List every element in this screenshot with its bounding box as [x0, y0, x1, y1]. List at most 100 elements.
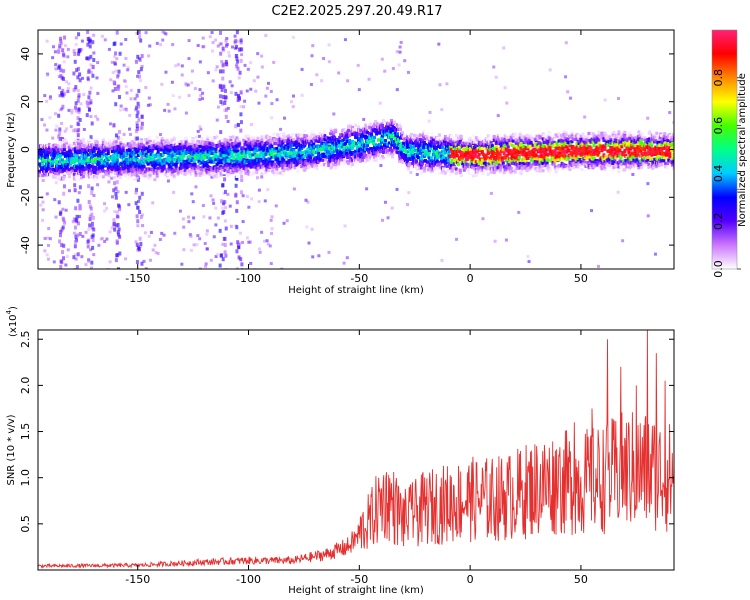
spectrogram-cell [248, 163, 252, 167]
spectrogram-cell [445, 164, 449, 168]
spectrogram-cell [42, 160, 46, 164]
spectrogram-cell [65, 255, 69, 259]
spectrogram-cell [367, 138, 371, 143]
spectrogram-cell [260, 140, 264, 144]
spectrogram-cell [75, 155, 79, 159]
spectrogram-cell [112, 188, 116, 193]
spectrogram-cell [320, 147, 324, 151]
spectrogram-cell [354, 123, 358, 127]
spectrogram-cell [219, 99, 223, 104]
spectrogram-cell [257, 200, 261, 204]
spectrogram-cell [214, 147, 218, 151]
spectrogram-cell [74, 108, 78, 113]
spectrogram-cell [292, 137, 296, 142]
spectrogram-cell [72, 175, 76, 180]
spectrogram-cell [379, 149, 383, 154]
spectrogram-cell [59, 73, 63, 78]
spectrogram-cell [112, 218, 116, 223]
spectrogram-cell [452, 145, 456, 149]
spectrogram-cell [318, 166, 322, 170]
spectrogram-cell [202, 153, 206, 158]
spectrogram-cell [239, 58, 243, 63]
spectrogram-cell [136, 163, 140, 167]
spectrogram-cell [155, 159, 159, 163]
spectrogram-cell [103, 173, 107, 177]
spectrogram-cell [235, 225, 239, 230]
spectrogram-cell [78, 147, 82, 151]
spectrogram-cell [148, 103, 152, 107]
spectrogram-cell [80, 147, 84, 152]
spectrogram-cell [141, 213, 145, 217]
spectrogram-cell [45, 128, 49, 132]
spectrogram-cell [170, 160, 174, 164]
spectrogram-cell [315, 139, 319, 143]
spectrogram-cell [474, 136, 478, 140]
spectrogram-cell [471, 158, 475, 162]
spectrogram-cell [82, 171, 86, 175]
spectrogram-cell [54, 159, 58, 163]
spectrogram-cell [137, 199, 141, 203]
spectrogram-cell [419, 166, 423, 170]
spectrogram-cell [285, 219, 289, 223]
spectrogram-cell [113, 181, 117, 186]
spectrogram-cell [273, 138, 277, 142]
spectrogram-cell [166, 151, 170, 155]
spectrogram-cell [421, 150, 425, 154]
spectrogram-cell [45, 39, 49, 43]
spectrogram-cell [298, 164, 302, 168]
spectrogram-cell [223, 189, 227, 194]
spectrogram-cell [171, 163, 175, 167]
spectrogram-cell [450, 169, 454, 173]
spectrogram-cell [326, 140, 330, 144]
spectrogram-cell [440, 258, 444, 262]
spectrogram-cell [143, 144, 147, 149]
spectrogram-cell [78, 203, 82, 207]
spectrogram-cell [64, 80, 68, 84]
spectrogram-cell [222, 150, 226, 154]
spectrogram-cell [141, 173, 145, 177]
spectrogram-cell [263, 239, 267, 243]
spectrogram-cell [159, 148, 163, 152]
spectrogram-cell [253, 152, 257, 156]
spectrogram-cell [62, 175, 66, 180]
spectrogram-cell [179, 162, 183, 166]
spectrogram-cell [564, 75, 568, 79]
spectrogram-cell [426, 131, 430, 135]
spectrogram-cell [153, 144, 157, 149]
spectrogram-cell [57, 176, 61, 180]
spectrogram-cell [59, 39, 63, 44]
spectrogram-cell [140, 143, 144, 147]
spectrogram-cell [235, 64, 239, 69]
spectrogram-cell [38, 148, 42, 152]
spectrogram-cell [119, 42, 123, 46]
spectrogram-cell [249, 87, 253, 91]
spectrogram-cell [183, 168, 187, 172]
spectrogram-cell [298, 148, 302, 152]
spectrogram-cell [377, 123, 381, 127]
spectrogram-cell [416, 156, 420, 160]
spectrogram-cell [92, 193, 96, 197]
spectrogram-cell [80, 39, 84, 43]
spectrogram-cell [138, 172, 142, 176]
spectrogram-cell [97, 147, 101, 151]
spectrogram-cell [255, 149, 259, 153]
spectrogram-cell [257, 160, 261, 164]
spectrogram-cell [438, 83, 442, 87]
spectrogram-cell [194, 171, 198, 175]
spectrogram-cell [415, 152, 419, 157]
spectrogram-cell [313, 133, 317, 137]
spectrogram-cell [67, 145, 71, 149]
spectrogram-cell [77, 127, 81, 132]
spectrogram-cell [198, 161, 202, 166]
spectrogram-cell [90, 190, 94, 195]
spectrogram-cell [243, 63, 247, 67]
spectrogram-cell [135, 113, 139, 118]
spectrogram-cell [221, 165, 225, 169]
spectrogram-cell [404, 157, 408, 161]
spectrogram-cell [66, 159, 70, 164]
spectrogram-cell [305, 164, 309, 168]
spectrogram-cell [342, 261, 346, 265]
spectrogram-cell [373, 136, 377, 140]
spectrogram-cell [61, 48, 65, 53]
spectrogram-cell [66, 161, 70, 165]
